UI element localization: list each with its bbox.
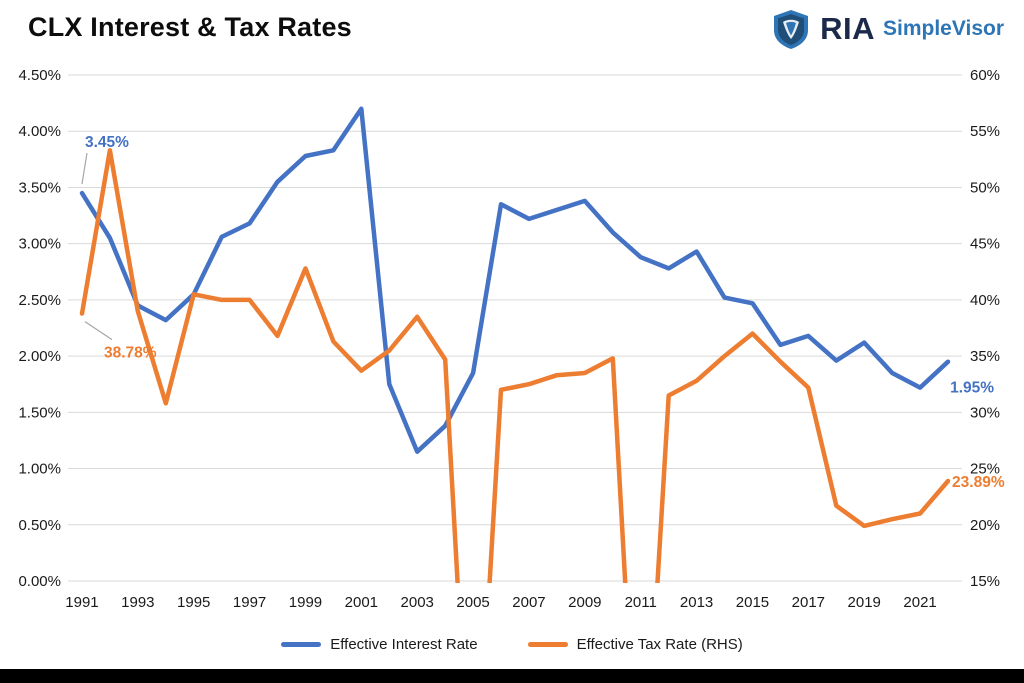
- left-axis-tick-label: 4.00%: [18, 123, 61, 140]
- series-line-0: [79, 106, 951, 454]
- right-axis-tick-label: 35%: [970, 348, 1000, 365]
- right-axis-tick-label: 25%: [970, 461, 1000, 478]
- right-axis-tick-label: 20%: [970, 517, 1000, 534]
- brand: RIA SimpleVisor: [770, 8, 1004, 50]
- right-axis-tick-label: 60%: [970, 67, 1000, 84]
- x-axis-tick-label: 2013: [680, 594, 713, 611]
- legend-swatch: [281, 642, 322, 647]
- x-axis-tick-label: 2007: [512, 594, 545, 611]
- x-axis-tick-label: 2021: [903, 594, 936, 611]
- annotation-label: 23.89%: [952, 474, 1005, 491]
- x-axis-tick-label: 2001: [345, 594, 378, 611]
- left-axis-tick-label: 1.50%: [18, 404, 61, 421]
- right-axis-tick-label: 40%: [970, 292, 1000, 309]
- annotation-leader-line: [84, 321, 113, 341]
- series-line-1: [79, 148, 951, 583]
- left-axis-tick-label: 4.50%: [18, 67, 61, 84]
- legend-item-0: Effective Interest Rate: [281, 636, 478, 653]
- left-axis-tick-label: 1.00%: [18, 461, 61, 478]
- x-axis-tick-label: 2011: [625, 594, 657, 611]
- x-axis-tick-label: 2015: [736, 594, 769, 611]
- right-axis-tick-label: 30%: [970, 404, 1000, 421]
- x-axis-tick-label: 1997: [233, 594, 266, 611]
- x-axis-tick-label: 2019: [848, 594, 881, 611]
- x-axis-tick-label: 2005: [456, 594, 489, 611]
- x-axis-tick-label: 1995: [177, 594, 210, 611]
- brand-ria-text: RIA: [820, 11, 875, 46]
- page-title: CLX Interest & Tax Rates: [28, 12, 352, 42]
- brand-product-text: SimpleVisor: [883, 17, 1004, 40]
- x-axis-tick-label: 2017: [792, 594, 825, 611]
- legend-swatch: [527, 642, 568, 647]
- right-axis-tick-label: 55%: [970, 123, 1000, 140]
- x-axis-tick-label: 2009: [568, 594, 601, 611]
- x-axis-tick-label: 1993: [121, 594, 154, 611]
- right-axis-tick-label: 15%: [970, 573, 1000, 590]
- right-axis-tick-label: 50%: [970, 179, 1000, 196]
- annotation-label: 1.95%: [950, 380, 994, 397]
- left-axis-tick-label: 0.50%: [18, 517, 61, 534]
- annotation-label: 3.45%: [85, 134, 129, 151]
- legend-label: Effective Tax Rate (RHS): [576, 636, 743, 653]
- x-axis-tick-label: 1991: [65, 594, 98, 611]
- line-chart-canvas: 0.00% 0.50% 1.00% 1.50% 2.00% 2.50% 3.00% 3.50%…: [18, 67, 1005, 611]
- left-axis-tick-label: 2.00%: [18, 348, 61, 365]
- left-axis-tick-label: 3.50%: [18, 179, 61, 196]
- legend-item-1: Effective Tax Rate (RHS): [527, 636, 743, 653]
- left-axis-tick-label: 3.00%: [18, 236, 61, 253]
- left-axis-tick-label: 0.00%: [18, 573, 61, 590]
- right-axis-tick-label: 45%: [970, 236, 1000, 253]
- x-axis-tick-label: 2003: [401, 594, 434, 611]
- annotation-label: 38.78%: [104, 345, 157, 362]
- bottom-black-bar: [0, 669, 1024, 683]
- chart-legend: Effective Interest Rate Effective Tax Rat…: [0, 636, 1024, 653]
- x-axis-tick-label: 1999: [289, 594, 322, 611]
- legend-label: Effective Interest Rate: [330, 636, 478, 653]
- ria-logo-icon: [770, 8, 812, 50]
- annotation-leader-line: [81, 152, 88, 185]
- left-axis-tick-label: 2.50%: [18, 292, 61, 309]
